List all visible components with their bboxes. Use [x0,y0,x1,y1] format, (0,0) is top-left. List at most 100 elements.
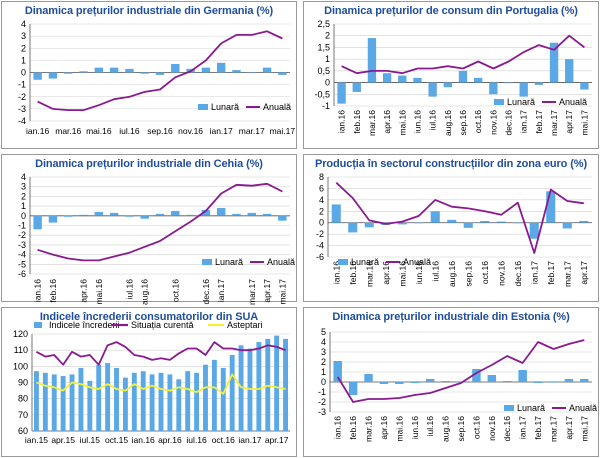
bar [283,338,288,431]
x-tick-label: dec.16 [201,279,211,305]
bar [504,82,513,84]
legend-label: Situația curentă [131,320,194,330]
y-tick-label: -2 [18,92,26,102]
bar [331,204,341,223]
y-tick-label: 0 [21,68,26,78]
y-tick-label: 3 [321,347,326,357]
bar [220,367,226,431]
chart-germania: -4 -3 -2 -1 0 1 2 3 4 ian.16 mar.16 mai.16 iul.16 sep… [18,19,295,136]
bar [562,222,572,229]
x-tick-label: aug.16 [140,279,150,305]
legend-label: Lunară [507,97,535,107]
x-tick-label: ian.17 [210,126,233,136]
x-tick-label: ian.16 [333,416,343,439]
bar [64,72,73,74]
y-tick-label: 4 [21,19,26,29]
bar [140,72,149,74]
y-tick-label: 1 [321,367,326,377]
legend-label: Anuală [569,403,597,413]
bar [33,215,42,230]
x-tick-label: apr.16 [379,416,389,440]
bar [216,62,226,73]
y-tick-label: -1 [322,101,330,111]
y-tick-label: -1 [18,221,26,231]
x-tick-label: sep.16 [456,416,466,442]
y-tick-label: 110 [14,345,28,355]
x-tick-label: iun.16 [410,416,420,439]
bar [131,372,137,431]
legend-label: Anuală [559,97,587,107]
x-tick-label: aug.16 [441,416,451,442]
bar [48,72,58,79]
y-tick-label: -1 [18,80,26,90]
bar [489,82,498,95]
x-tick-label: ian.16 [331,261,341,284]
bar [122,377,128,431]
y-tick-label: -4 [316,241,324,251]
y-tick-label: 60 [18,426,28,436]
y-tick-label: 0,5 [317,66,330,76]
x-tick-label: feb.16 [48,279,58,303]
y-tick-label: -3 [18,240,26,250]
legend-label: Lunară [517,403,545,413]
bar [87,380,93,431]
bar [155,72,165,75]
bar [447,219,457,223]
series-line [336,339,585,403]
bar [94,67,104,73]
bar [158,372,164,431]
y-tick-label: 0 [325,78,330,88]
x-tick-label: nov.16 [496,261,506,286]
bar [216,208,226,216]
x-tick-label: mar.17 [239,126,265,136]
bar [379,382,389,384]
bar [474,77,483,83]
x-tick-label: feb.17 [533,416,543,440]
bar [395,382,404,384]
x-tick-label: ian.16 [33,279,43,302]
legend-label: Anuală [267,257,295,267]
x-tick-label: iul.16 [425,416,435,437]
bar [114,367,119,431]
bar [171,210,180,216]
x-tick-label: ian.17 [529,261,539,284]
x-tick-label: apr.17 [579,261,589,285]
x-tick-label: mar.16 [364,416,374,442]
bar [247,72,256,74]
bar [518,370,527,382]
x-tick-label: iul.16 [186,435,207,445]
x-tick-label: dec.16 [513,261,523,287]
bar [176,379,182,431]
y-tick-label: 70 [18,410,28,420]
x-tick-label: dec.16 [502,416,512,442]
x-tick-label: mar.16 [364,261,374,287]
x-tick-label: ian.16 [337,110,347,133]
bar [149,374,155,431]
y-tick-label: 120 [13,329,28,339]
bar [472,369,481,382]
x-tick-label: ian.17 [519,110,529,133]
bar [60,376,66,431]
bar [232,70,241,73]
y-tick-label: -6 [18,269,26,279]
y-tick-label: 80 [18,394,28,404]
y-tick-label: 2 [325,31,330,41]
y-tick-label: 3 [21,31,26,41]
bar [428,82,437,97]
bar [247,212,256,216]
bar [262,213,272,216]
x-tick-label: apr.16 [158,435,182,445]
bar [443,82,452,88]
x-tick-label: ian.17 [238,435,261,445]
bar [105,363,111,431]
series-line [36,373,286,395]
chart-title: Producția în sectorul construcțiilor din… [314,158,588,170]
y-tick-label: -3 [18,104,26,114]
bar [413,77,422,83]
bar [580,82,589,90]
x-tick-label: oct.16 [170,279,180,302]
legend-label: Anuală [403,257,431,267]
bar [79,71,88,73]
x-tick-label: mar.17 [562,261,572,287]
